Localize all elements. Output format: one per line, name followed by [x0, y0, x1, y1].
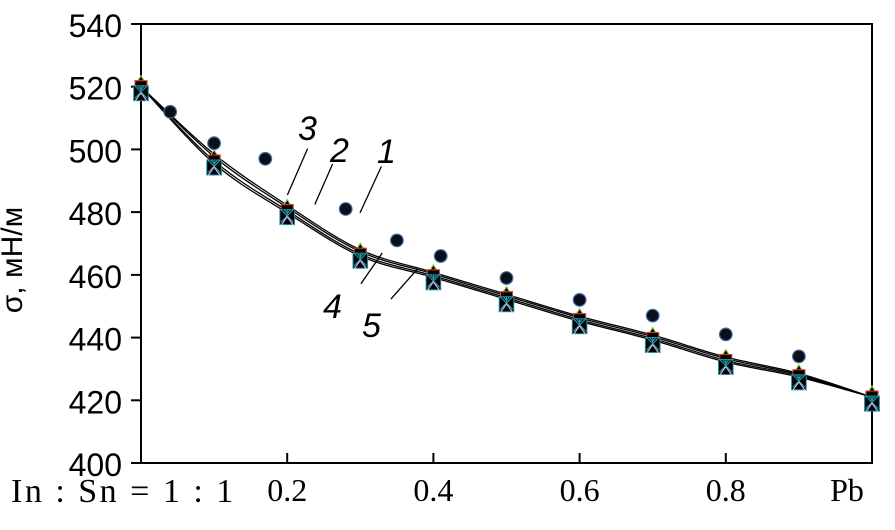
svg-text:420: 420	[69, 384, 122, 420]
svg-text:0.6: 0.6	[560, 472, 600, 508]
svg-text:440: 440	[69, 322, 122, 358]
svg-text:0.2: 0.2	[267, 472, 307, 508]
svg-text:0.8: 0.8	[706, 472, 746, 508]
svg-text:2: 2	[329, 132, 349, 170]
svg-text:σ, мН/м: σ, мН/м	[0, 207, 29, 313]
svg-text:1: 1	[377, 133, 396, 171]
svg-text:In : Sn = 1 : 1: In : Sn = 1 : 1	[11, 473, 236, 510]
svg-text:4: 4	[323, 288, 342, 326]
svg-text:0.4: 0.4	[413, 472, 453, 508]
svg-text:500: 500	[69, 133, 122, 169]
svg-text:520: 520	[69, 71, 122, 107]
svg-text:460: 460	[69, 259, 122, 295]
svg-text:480: 480	[69, 196, 122, 232]
svg-text:Pb: Pb	[830, 472, 864, 508]
svg-text:3: 3	[298, 110, 317, 148]
svg-text:540: 540	[69, 8, 122, 44]
svg-text:5: 5	[362, 307, 381, 345]
